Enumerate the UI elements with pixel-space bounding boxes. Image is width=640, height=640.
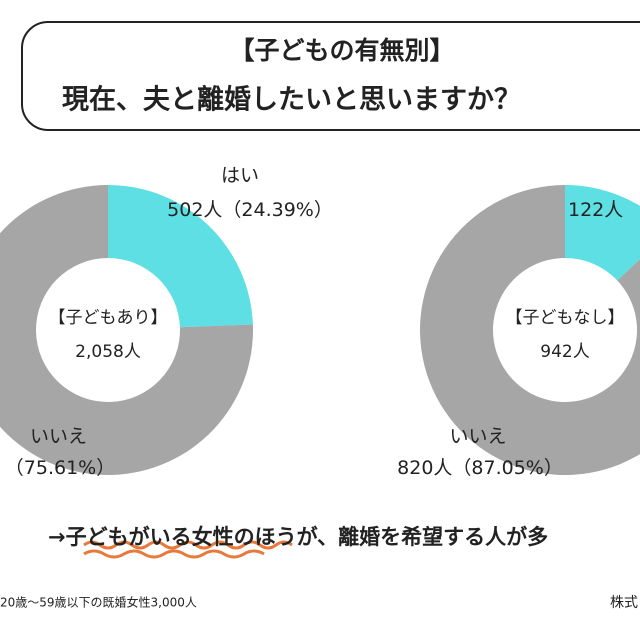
donut-slice	[0, 185, 253, 475]
source: 株式	[610, 595, 638, 611]
title-line1: 【子どもの有無別】	[229, 36, 454, 65]
value-label: （75.61%）	[5, 457, 115, 479]
value-label: （24.39%）	[222, 199, 332, 221]
value-label: （87.05%）	[452, 457, 562, 479]
slice-label: 122人	[568, 199, 623, 221]
center-title: 【子どもなし】	[506, 308, 625, 328]
category-label: いいえ	[30, 426, 87, 448]
category-label: いいえ	[449, 426, 506, 448]
conclusion: →子どもがいる女性のほうが、離婚を希望する人が多	[48, 525, 548, 549]
center-total: 2,058人	[75, 342, 141, 362]
highlight-squiggle	[83, 540, 293, 559]
donut-slice	[108, 185, 253, 328]
slice-label: 502人（24.39%）	[167, 199, 333, 221]
count-label: 122人	[568, 199, 623, 221]
title-line2: 現在、夫と離婚したいと思いますか？	[62, 84, 521, 116]
title-box	[21, 21, 640, 131]
category-label: はい	[221, 165, 259, 187]
center-title: 【子どもあり】	[49, 308, 168, 328]
slice-label: 820人（87.05%）	[397, 457, 563, 479]
count-label: 820人	[397, 457, 452, 479]
donut-slice	[565, 185, 640, 281]
count-label: 502人	[167, 199, 222, 221]
survey-note: 20歳〜59歳以下の既婚女性3,000人	[0, 595, 197, 610]
center-total: 942人	[540, 342, 589, 362]
slice-label: （75.61%）	[5, 457, 115, 479]
donut-slice	[420, 185, 640, 475]
